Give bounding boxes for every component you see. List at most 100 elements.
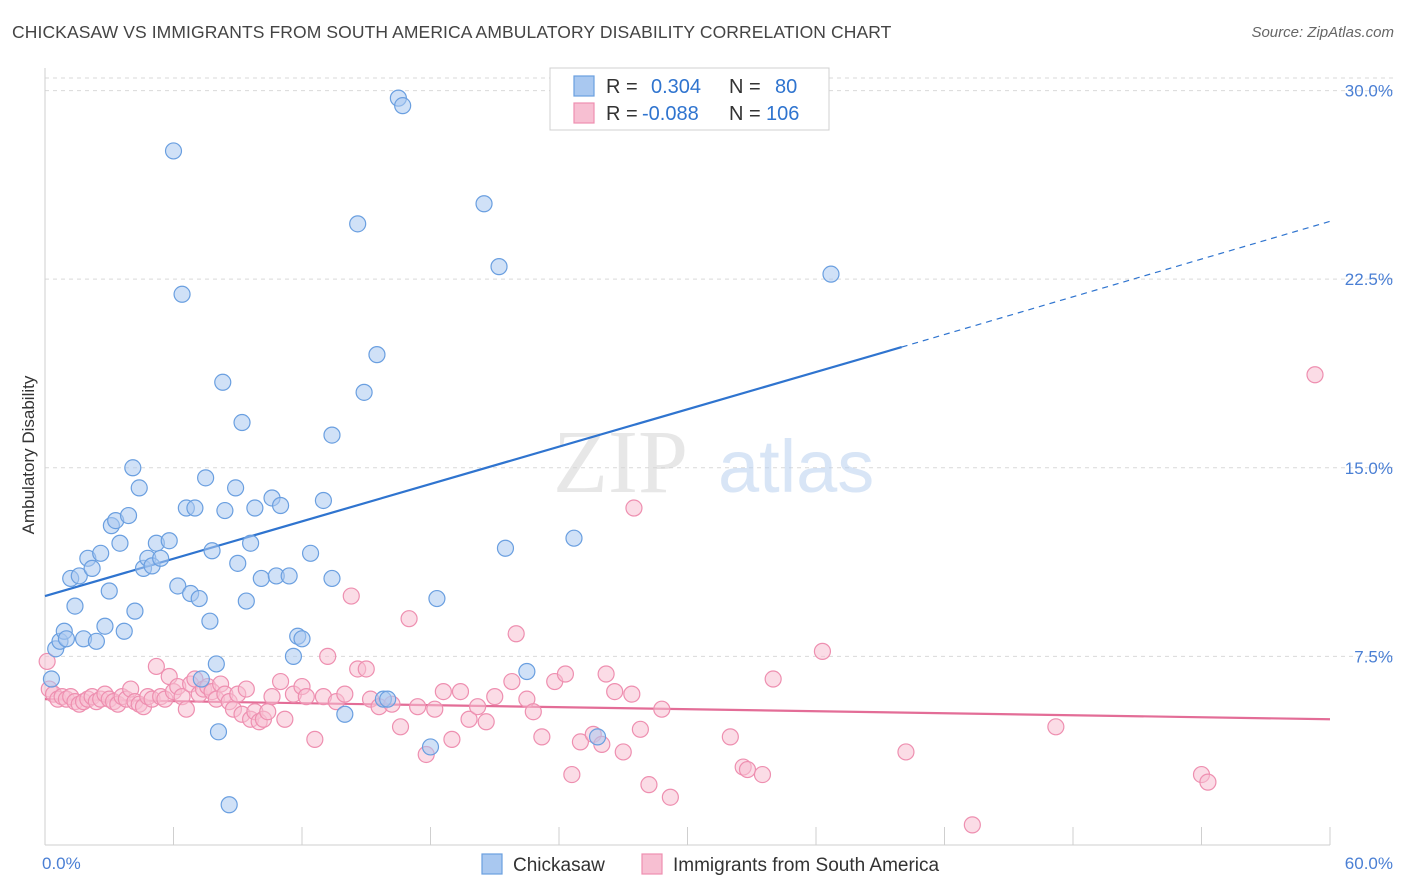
immigrants-point: [469, 698, 487, 716]
immigrants-point: [897, 743, 915, 761]
immigrants-point: [1199, 773, 1217, 791]
immigrants-point: [653, 700, 671, 718]
chickasaw-point: [197, 469, 215, 487]
watermark-atlas: atlas: [718, 425, 874, 508]
immigrants-point: [533, 728, 551, 746]
immigrants-point: [342, 587, 360, 605]
immigrants-point: [451, 682, 470, 701]
immigrants-point: [524, 703, 542, 721]
y-tick-label: 22.5%: [1345, 270, 1393, 289]
chickasaw-point: [368, 346, 386, 364]
chickasaw-point: [227, 479, 245, 497]
immigrants-point: [597, 665, 615, 683]
immigrants-point: [297, 688, 315, 706]
chickasaw-trendline: [44, 346, 902, 598]
chickasaw-point: [355, 383, 373, 401]
chickasaw-point: [111, 534, 129, 552]
chickasaw-point: [220, 796, 238, 814]
immigrants-point: [391, 718, 410, 736]
chickasaw-point: [70, 567, 88, 585]
chickasaw-point: [421, 738, 440, 756]
series-legend-swatch-chickasaw: [481, 853, 503, 875]
chickasaw-point: [192, 670, 210, 688]
chickasaw-trendline-extension: [901, 220, 1331, 348]
chickasaw-point: [126, 602, 144, 620]
chickasaw-point: [209, 723, 228, 741]
series-legend-label-chickasaw: Chickasaw: [513, 855, 605, 876]
legend-n-label-1: N =: [729, 76, 761, 98]
chickasaw-point: [96, 617, 114, 635]
chickasaw-point: [66, 597, 84, 615]
immigrants-point: [259, 703, 277, 721]
chickasaw-point: [169, 577, 187, 595]
immigrants-point: [460, 710, 478, 728]
y-tick-label: 30.0%: [1345, 82, 1393, 101]
chickasaw-point: [280, 567, 298, 585]
chickasaw-point: [271, 496, 290, 515]
chickasaw-point: [92, 544, 110, 562]
immigrants-point: [661, 788, 679, 806]
chickasaw-point: [284, 647, 303, 665]
immigrants-point: [409, 698, 427, 716]
chickasaw-point: [233, 413, 251, 432]
legend-n-value-1: 80: [775, 76, 797, 98]
legend-n-label-2: N =: [729, 103, 761, 125]
immigrants-point: [434, 682, 452, 701]
legend-n-value-2: 106: [766, 103, 799, 125]
correlation-legend: R = 0.304 N = 80 R = -0.088 N = 106: [549, 67, 830, 131]
y-tick-label: 7.5%: [1354, 647, 1393, 666]
chickasaw-point: [203, 542, 221, 560]
chart-title: CHICKASAW VS IMMIGRANTS FROM SOUTH AMERI…: [12, 22, 892, 42]
immigrants-point: [1306, 366, 1324, 384]
immigrants-point: [640, 776, 658, 794]
immigrants-point: [443, 730, 461, 748]
immigrants-point: [147, 657, 165, 676]
y-tick-label: 15.0%: [1345, 459, 1393, 478]
chickasaw-point: [323, 569, 341, 588]
series-legend: Chickasaw Immigrants from South America: [481, 853, 940, 876]
immigrants-point: [507, 625, 525, 643]
immigrants-point: [306, 730, 324, 748]
immigrants-point: [631, 720, 649, 738]
immigrants-point: [503, 672, 521, 691]
chickasaw-point: [428, 589, 446, 608]
y-axis-label: Ambulatory Disability: [19, 375, 38, 534]
immigrants-point: [426, 700, 444, 718]
immigrants-point: [625, 499, 643, 517]
immigrants-point: [276, 710, 294, 728]
immigrants-point: [1047, 718, 1065, 736]
chickasaw-point: [229, 554, 247, 572]
immigrants-point: [271, 672, 290, 691]
watermark: ZIP atlas: [553, 413, 874, 512]
chickasaw-point: [379, 690, 397, 708]
chickasaw-point: [246, 499, 264, 517]
chickasaw-point: [152, 549, 170, 567]
chickasaw-point: [518, 662, 536, 681]
chickasaw-point: [173, 285, 191, 303]
chickasaw-point: [475, 195, 493, 213]
legend-swatch-pink: [573, 102, 595, 124]
immigrants-point: [319, 647, 337, 665]
immigrants-point: [357, 660, 375, 678]
legend-box: [549, 67, 830, 131]
immigrants-point: [556, 665, 575, 683]
chickasaw-point: [207, 655, 225, 673]
chickasaw-point: [242, 534, 260, 552]
immigrants-point: [721, 728, 739, 746]
immigrants-point: [571, 733, 590, 751]
chickasaw-point: [336, 705, 354, 723]
immigrants-point: [764, 670, 782, 688]
immigrants-point: [606, 682, 624, 701]
chickasaw-point: [160, 532, 178, 550]
immigrants-point: [563, 765, 581, 784]
immigrants-point: [336, 685, 354, 703]
chickasaw-point: [130, 479, 148, 497]
chickasaw-point: [314, 491, 333, 510]
immigrants-point: [963, 816, 981, 834]
chickasaw-point: [496, 539, 515, 557]
legend-r-label-1: R =: [606, 76, 638, 98]
chickasaw-point: [190, 589, 208, 608]
chickasaw-point: [565, 529, 583, 547]
series-legend-label-immigrants: Immigrants from South America: [673, 855, 940, 876]
